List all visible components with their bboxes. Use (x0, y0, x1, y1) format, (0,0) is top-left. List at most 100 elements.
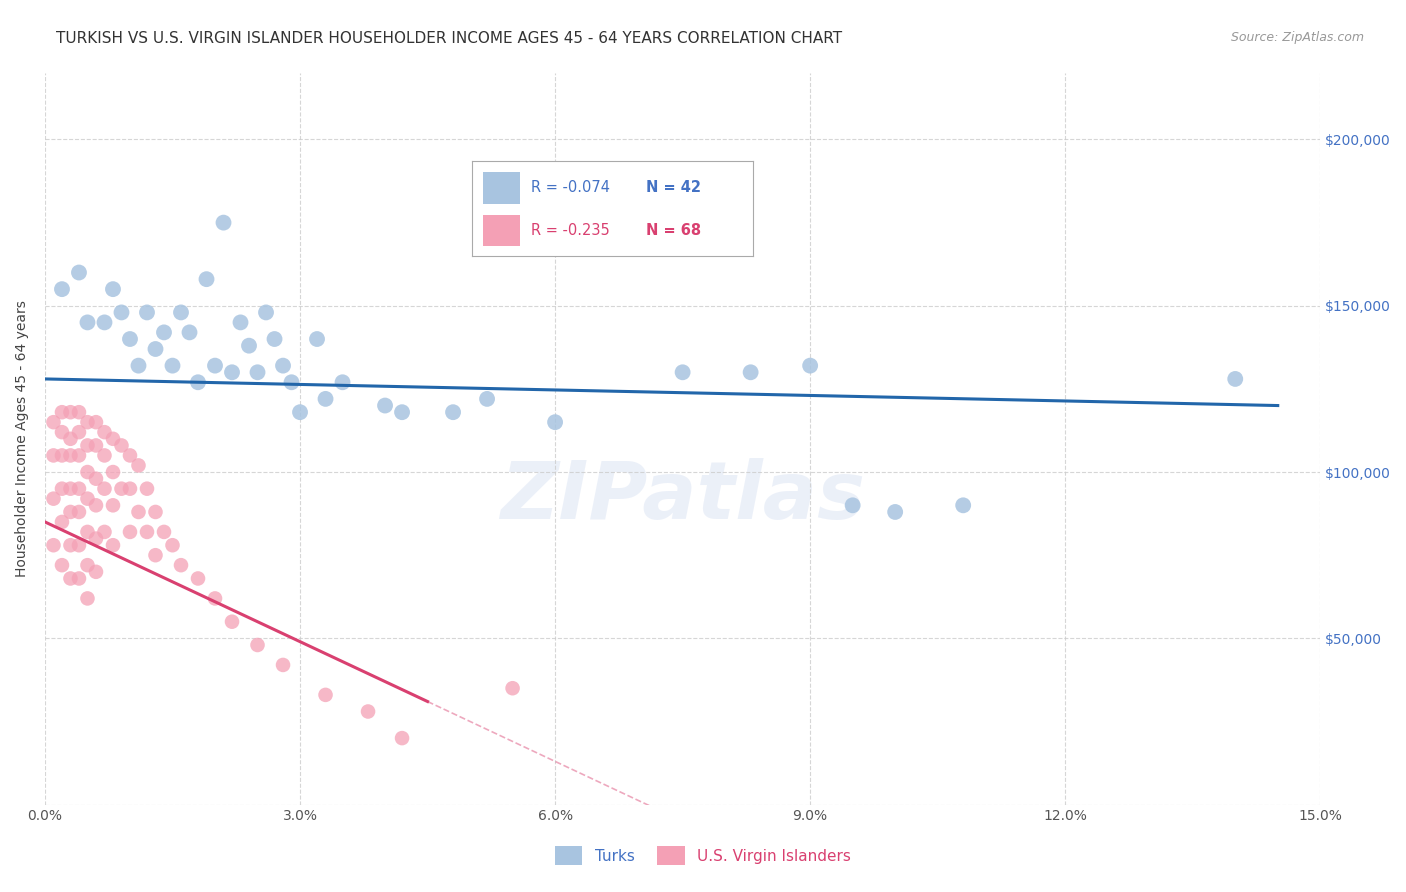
Point (280, 376, 302, 390)
Point (93, 315, 115, 329)
Point (187, 376, 209, 390)
Point (162, 359, 184, 373)
Point (271, 359, 294, 373)
Point (136, 305, 159, 319)
Point (212, 216, 235, 230)
Point (84, 472, 107, 486)
Point (76, 315, 98, 329)
Point (67, 538, 90, 552)
Point (145, 342, 167, 356)
Point (170, 305, 193, 319)
Point (204, 591, 226, 606)
Point (221, 365, 243, 379)
Point (42, 449, 65, 463)
Point (59, 432, 82, 446)
Point (51, 515, 73, 529)
Point (42, 415, 65, 429)
Point (76, 591, 98, 606)
Point (391, 731, 413, 745)
Point (67, 482, 90, 496)
Point (128, 359, 150, 373)
Point (118, 482, 141, 496)
Point (101, 465, 124, 479)
Point (59, 405, 82, 419)
Point (42, 491, 65, 506)
Point (170, 558, 193, 573)
Point (740, 365, 762, 379)
Point (101, 432, 124, 446)
Point (153, 524, 176, 539)
Point (162, 538, 184, 552)
Point (84, 415, 107, 429)
Point (221, 615, 243, 629)
Point (118, 524, 141, 539)
Point (475, 392, 498, 406)
Point (93, 482, 115, 496)
Point (42, 538, 65, 552)
Point (76, 524, 98, 539)
Point (1225, 372, 1247, 386)
Text: TURKISH VS U.S. VIRGIN ISLANDER HOUSEHOLDER INCOME AGES 45 - 64 YEARS CORRELATIO: TURKISH VS U.S. VIRGIN ISLANDER HOUSEHOL… (56, 31, 842, 46)
Point (76, 415, 98, 429)
Point (67, 449, 90, 463)
Point (84, 532, 107, 546)
Point (93, 524, 115, 539)
Point (93, 449, 115, 463)
Point (246, 638, 269, 652)
Point (59, 482, 82, 496)
Point (145, 505, 167, 519)
Point (952, 498, 974, 512)
Text: ZIPatlas: ZIPatlas (501, 458, 865, 536)
Point (305, 332, 328, 346)
Point (238, 339, 260, 353)
Point (118, 449, 141, 463)
Point (502, 681, 524, 696)
Point (84, 498, 107, 512)
Point (110, 305, 132, 319)
Point (271, 657, 294, 672)
Point (229, 315, 252, 329)
Point (246, 365, 269, 379)
Point (67, 425, 90, 439)
Point (195, 272, 218, 286)
Point (51, 558, 73, 573)
Point (93, 425, 115, 439)
Point (315, 688, 337, 702)
Point (51, 482, 73, 496)
Point (101, 538, 124, 552)
Point (84, 565, 107, 579)
Point (145, 548, 167, 562)
Point (672, 365, 695, 379)
Point (118, 332, 141, 346)
Point (84, 438, 107, 452)
Y-axis label: Householder Income Ages 45 - 64 years: Householder Income Ages 45 - 64 years (15, 301, 30, 577)
Point (51, 425, 73, 439)
Point (51, 449, 73, 463)
Point (136, 482, 159, 496)
Point (128, 458, 150, 473)
Point (187, 572, 209, 586)
Point (76, 558, 98, 573)
Point (59, 505, 82, 519)
Point (332, 376, 354, 390)
Point (179, 326, 201, 340)
Text: Source: ZipAtlas.com: Source: ZipAtlas.com (1230, 31, 1364, 45)
Point (110, 482, 132, 496)
Point (59, 449, 82, 463)
Point (263, 332, 285, 346)
Point (391, 405, 413, 419)
Point (67, 405, 90, 419)
Point (204, 359, 226, 373)
Point (67, 505, 90, 519)
Point (374, 399, 396, 413)
Point (51, 405, 73, 419)
Point (315, 392, 337, 406)
Point (441, 405, 464, 419)
Point (101, 498, 124, 512)
Point (544, 415, 567, 429)
Point (67, 266, 90, 280)
Point (101, 282, 124, 296)
Point (254, 305, 277, 319)
Point (357, 705, 380, 719)
Legend: Turks, U.S. Virgin Islanders: Turks, U.S. Virgin Islanders (548, 840, 858, 871)
